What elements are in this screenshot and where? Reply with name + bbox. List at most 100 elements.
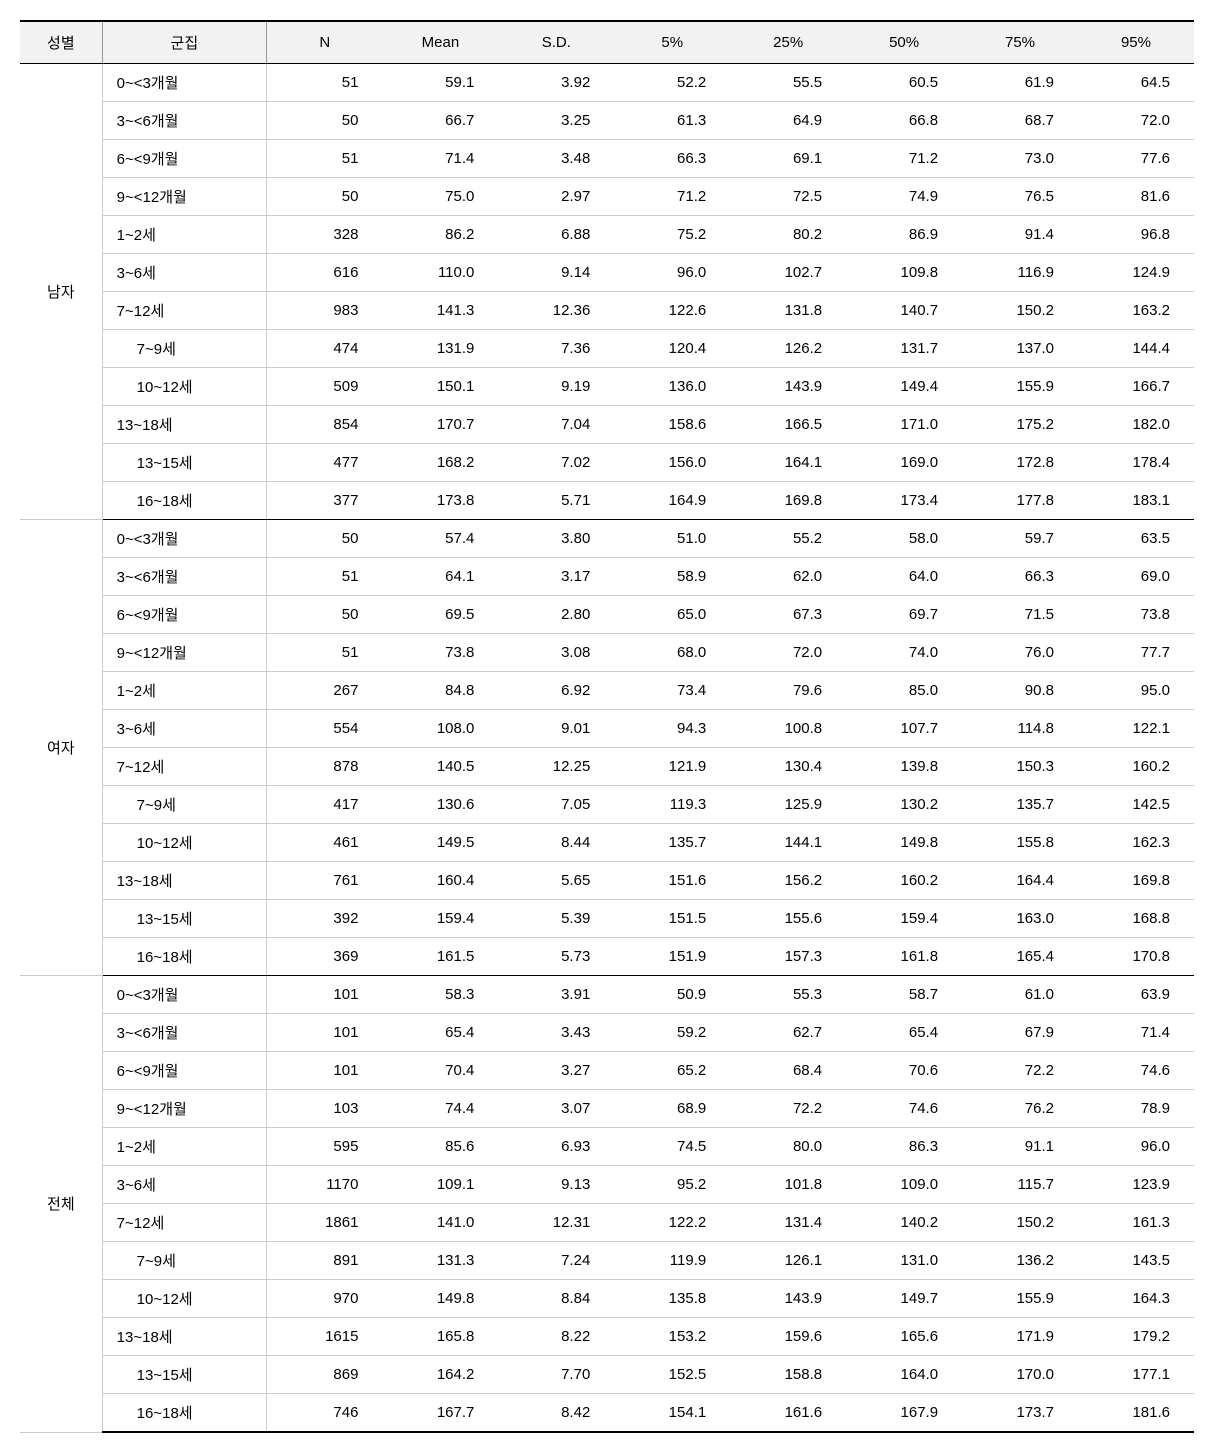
table-row: 남자0~<3개월5159.13.9252.255.560.561.964.5 bbox=[20, 64, 1194, 102]
cell-p75: 68.7 bbox=[962, 102, 1078, 140]
cell-p5: 136.0 bbox=[614, 368, 730, 406]
cell-p5: 61.3 bbox=[614, 102, 730, 140]
cell-n: 983 bbox=[267, 292, 383, 330]
cell-p5: 71.2 bbox=[614, 178, 730, 216]
cell-p95: 168.8 bbox=[1078, 900, 1194, 938]
table-row: 16~18세377173.85.71164.9169.8173.4177.818… bbox=[20, 482, 1194, 520]
cell-p95: 122.1 bbox=[1078, 710, 1194, 748]
cell-n: 51 bbox=[267, 634, 383, 672]
cell-p25: 143.9 bbox=[730, 368, 846, 406]
cell-p25: 156.2 bbox=[730, 862, 846, 900]
cell-p75: 76.0 bbox=[962, 634, 1078, 672]
cell-p95: 78.9 bbox=[1078, 1090, 1194, 1128]
cell-p25: 62.7 bbox=[730, 1014, 846, 1052]
cell-p25: 64.9 bbox=[730, 102, 846, 140]
table-row: 13~15세392159.45.39151.5155.6159.4163.016… bbox=[20, 900, 1194, 938]
cell-mean: 149.8 bbox=[382, 1280, 498, 1318]
cell-sd: 8.42 bbox=[498, 1394, 614, 1433]
cell-n: 51 bbox=[267, 140, 383, 178]
cell-p95: 182.0 bbox=[1078, 406, 1194, 444]
cell-mean: 160.4 bbox=[382, 862, 498, 900]
cell-n: 477 bbox=[267, 444, 383, 482]
table-row: 7~9세417130.67.05119.3125.9130.2135.7142.… bbox=[20, 786, 1194, 824]
cell-n: 50 bbox=[267, 520, 383, 558]
cell-p95: 179.2 bbox=[1078, 1318, 1194, 1356]
cell-p95: 74.6 bbox=[1078, 1052, 1194, 1090]
table-row: 3~6세1170109.19.1395.2101.8109.0115.7123.… bbox=[20, 1166, 1194, 1204]
cell-mean: 130.6 bbox=[382, 786, 498, 824]
cell-p25: 67.3 bbox=[730, 596, 846, 634]
cell-mean: 173.8 bbox=[382, 482, 498, 520]
cell-mean: 66.7 bbox=[382, 102, 498, 140]
cell-sd: 6.92 bbox=[498, 672, 614, 710]
table-row: 6~<9개월5069.52.8065.067.369.771.573.8 bbox=[20, 596, 1194, 634]
cell-sd: 6.93 bbox=[498, 1128, 614, 1166]
cell-p95: 63.9 bbox=[1078, 976, 1194, 1014]
cluster-cell: 16~18세 bbox=[102, 482, 266, 520]
table-row: 10~12세970149.88.84135.8143.9149.7155.916… bbox=[20, 1280, 1194, 1318]
cluster-cell: 0~<3개월 bbox=[102, 64, 266, 102]
cell-p50: 60.5 bbox=[846, 64, 962, 102]
cluster-cell: 10~12세 bbox=[102, 368, 266, 406]
gender-cell: 남자 bbox=[20, 64, 102, 520]
cell-p95: 178.4 bbox=[1078, 444, 1194, 482]
table-row: 7~12세1861141.012.31122.2131.4140.2150.21… bbox=[20, 1204, 1194, 1242]
cell-n: 392 bbox=[267, 900, 383, 938]
cluster-cell: 13~15세 bbox=[102, 900, 266, 938]
cell-p95: 69.0 bbox=[1078, 558, 1194, 596]
cell-p75: 155.9 bbox=[962, 1280, 1078, 1318]
cell-p50: 107.7 bbox=[846, 710, 962, 748]
cell-n: 970 bbox=[267, 1280, 383, 1318]
cluster-cell: 3~6세 bbox=[102, 1166, 266, 1204]
cell-p5: 135.7 bbox=[614, 824, 730, 862]
cell-p95: 77.7 bbox=[1078, 634, 1194, 672]
cluster-cell: 1~2세 bbox=[102, 1128, 266, 1166]
cell-sd: 12.36 bbox=[498, 292, 614, 330]
cell-p5: 68.9 bbox=[614, 1090, 730, 1128]
table-row: 16~18세369161.55.73151.9157.3161.8165.417… bbox=[20, 938, 1194, 976]
cell-n: 50 bbox=[267, 596, 383, 634]
table-row: 3~6세554108.09.0194.3100.8107.7114.8122.1 bbox=[20, 710, 1194, 748]
cell-p75: 76.5 bbox=[962, 178, 1078, 216]
cell-n: 1170 bbox=[267, 1166, 383, 1204]
table-row: 6~<9개월5171.43.4866.369.171.273.077.6 bbox=[20, 140, 1194, 178]
cell-p75: 164.4 bbox=[962, 862, 1078, 900]
cluster-cell: 16~18세 bbox=[102, 1394, 266, 1433]
header-n: N bbox=[267, 21, 383, 64]
cell-p5: 121.9 bbox=[614, 748, 730, 786]
cell-p25: 55.2 bbox=[730, 520, 846, 558]
cell-p5: 120.4 bbox=[614, 330, 730, 368]
cluster-cell: 6~<9개월 bbox=[102, 596, 266, 634]
cell-p5: 151.9 bbox=[614, 938, 730, 976]
cell-p95: 142.5 bbox=[1078, 786, 1194, 824]
cluster-cell: 3~<6개월 bbox=[102, 558, 266, 596]
table-row: 여자0~<3개월5057.43.8051.055.258.059.763.5 bbox=[20, 520, 1194, 558]
cell-p50: 139.8 bbox=[846, 748, 962, 786]
cell-p95: 161.3 bbox=[1078, 1204, 1194, 1242]
table-body: 남자0~<3개월5159.13.9252.255.560.561.964.53~… bbox=[20, 64, 1194, 1433]
table-row: 13~18세761160.45.65151.6156.2160.2164.416… bbox=[20, 862, 1194, 900]
cell-mean: 159.4 bbox=[382, 900, 498, 938]
cell-n: 474 bbox=[267, 330, 383, 368]
cell-sd: 7.36 bbox=[498, 330, 614, 368]
cell-mean: 150.1 bbox=[382, 368, 498, 406]
table-row: 9~<12개월5173.83.0868.072.074.076.077.7 bbox=[20, 634, 1194, 672]
header-gender: 성별 bbox=[20, 21, 102, 64]
cell-mean: 109.1 bbox=[382, 1166, 498, 1204]
cell-p95: 177.1 bbox=[1078, 1356, 1194, 1394]
cell-p25: 72.5 bbox=[730, 178, 846, 216]
cell-p75: 155.9 bbox=[962, 368, 1078, 406]
cluster-cell: 13~15세 bbox=[102, 444, 266, 482]
cell-n: 377 bbox=[267, 482, 383, 520]
cell-n: 50 bbox=[267, 102, 383, 140]
cell-sd: 5.39 bbox=[498, 900, 614, 938]
cell-p50: 74.0 bbox=[846, 634, 962, 672]
cell-p75: 150.2 bbox=[962, 292, 1078, 330]
cell-mean: 64.1 bbox=[382, 558, 498, 596]
cluster-cell: 3~<6개월 bbox=[102, 102, 266, 140]
cell-p25: 55.3 bbox=[730, 976, 846, 1014]
cell-mean: 75.0 bbox=[382, 178, 498, 216]
cell-n: 103 bbox=[267, 1090, 383, 1128]
cluster-cell: 3~<6개월 bbox=[102, 1014, 266, 1052]
cell-sd: 2.97 bbox=[498, 178, 614, 216]
